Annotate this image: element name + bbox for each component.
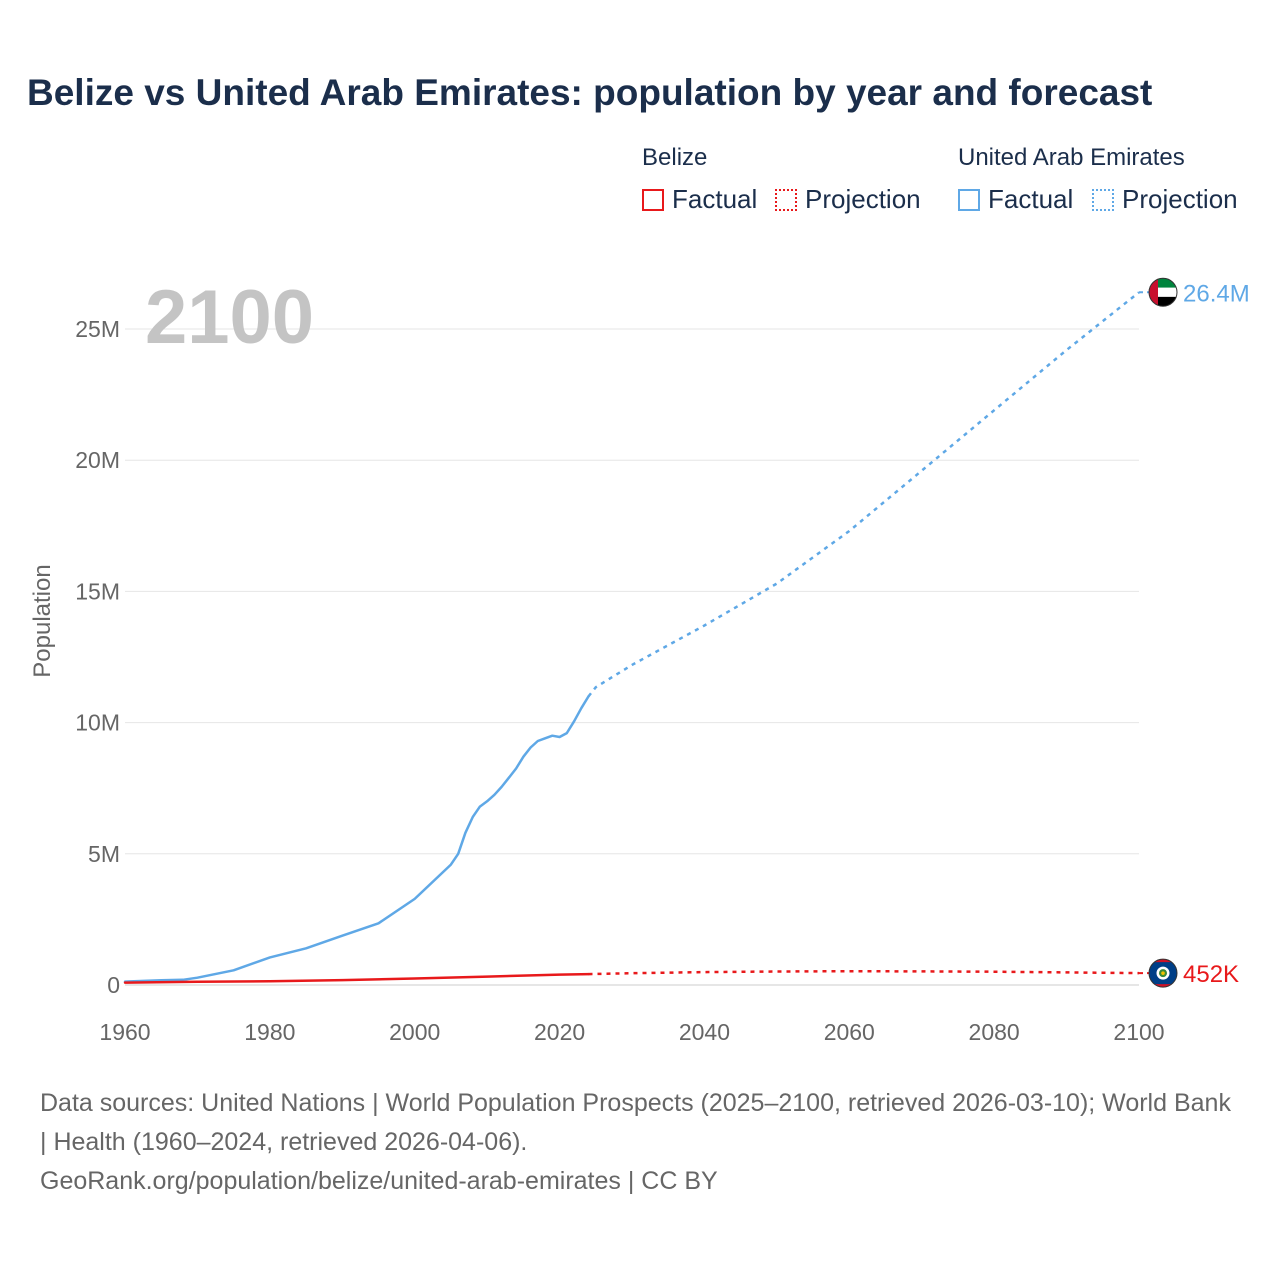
legend-swatch-uae-projection bbox=[1092, 188, 1114, 211]
data-sources: Data sources: United Nations | World Pop… bbox=[40, 1089, 1231, 1156]
y-axis-label: Population bbox=[29, 564, 56, 677]
y-tick-label: 5M bbox=[88, 841, 120, 867]
legend-uae-factual[interactable]: Factual bbox=[958, 184, 1073, 215]
x-tick-label: 2100 bbox=[1113, 1019, 1164, 1045]
series-layer bbox=[123, 291, 1140, 984]
legend-swatch-belize-factual bbox=[642, 188, 664, 211]
y-tick-label: 20M bbox=[75, 447, 120, 473]
end-value-label: 26.4M bbox=[1183, 280, 1250, 307]
belize-factual-line bbox=[123, 972, 590, 984]
gridlines bbox=[125, 328, 1139, 986]
legend-group-belize: Belize bbox=[642, 144, 708, 171]
uae-flag bbox=[1148, 277, 1178, 307]
y-tick-label: 15M bbox=[75, 578, 120, 604]
y-tick-label: 0 bbox=[107, 972, 120, 998]
legend-label: Factual bbox=[988, 184, 1074, 214]
legend-uae-projection[interactable]: Projection bbox=[1092, 184, 1238, 215]
legend-swatch-belize-projection bbox=[775, 188, 797, 211]
x-tick-label: 2020 bbox=[534, 1019, 585, 1045]
legend-swatch-uae-factual bbox=[958, 188, 980, 211]
flag-stripe bbox=[1149, 296, 1177, 307]
source-url: GeoRank.org/population/belize/united-ara… bbox=[40, 1167, 718, 1195]
y-tick-label: 10M bbox=[75, 710, 120, 736]
united-arab-emirates-projection-line bbox=[587, 291, 1140, 698]
belize-flag bbox=[1148, 958, 1178, 988]
legend-label: Projection bbox=[1122, 184, 1238, 214]
united-arab-emirates-factual-line bbox=[123, 695, 590, 983]
flag-stripe bbox=[1149, 287, 1177, 297]
legend-belize-factual[interactable]: Factual bbox=[642, 184, 757, 215]
flag-emblem-center bbox=[1161, 971, 1165, 975]
legend-belize-projection[interactable]: Projection bbox=[775, 184, 921, 215]
x-tick-label: 2000 bbox=[389, 1019, 440, 1045]
legend-label: Projection bbox=[805, 184, 921, 214]
flag-stripe bbox=[1149, 278, 1177, 288]
x-tick-label: 1980 bbox=[244, 1019, 295, 1045]
end-markers: 26.4M 452K bbox=[1139, 277, 1250, 988]
belize-projection-line bbox=[588, 969, 1140, 976]
chart-title: Belize vs United Arab Emirates: populati… bbox=[27, 72, 1153, 113]
x-tick-label: 2040 bbox=[679, 1019, 730, 1045]
x-tick-label: 2060 bbox=[824, 1019, 875, 1045]
x-tick-label: 2080 bbox=[969, 1019, 1020, 1045]
legend-label: Factual bbox=[672, 184, 758, 214]
year-watermark: 2100 bbox=[145, 275, 314, 360]
flag-outline bbox=[1148, 958, 1178, 988]
y-axis-ticks: 0 5M 10M 15M 20M 25M bbox=[75, 316, 120, 998]
flag-outline bbox=[1148, 277, 1178, 307]
legend-group-uae: United Arab Emirates bbox=[958, 144, 1185, 171]
y-tick-label: 25M bbox=[75, 316, 120, 342]
x-axis-ticks: 1960 1980 2000 2020 2040 2060 2080 2100 bbox=[99, 1019, 1164, 1045]
population-chart: 0 5M 10M 15M 20M 25M 1960 1980 2000 2020 2040 2060… bbox=[29, 275, 1250, 1045]
flag-hoist bbox=[1149, 278, 1158, 307]
x-tick-label: 1960 bbox=[99, 1019, 150, 1045]
end-value-label: 452K bbox=[1183, 961, 1239, 988]
footer: Data sources: United Nations | World Pop… bbox=[40, 1084, 1240, 1201]
